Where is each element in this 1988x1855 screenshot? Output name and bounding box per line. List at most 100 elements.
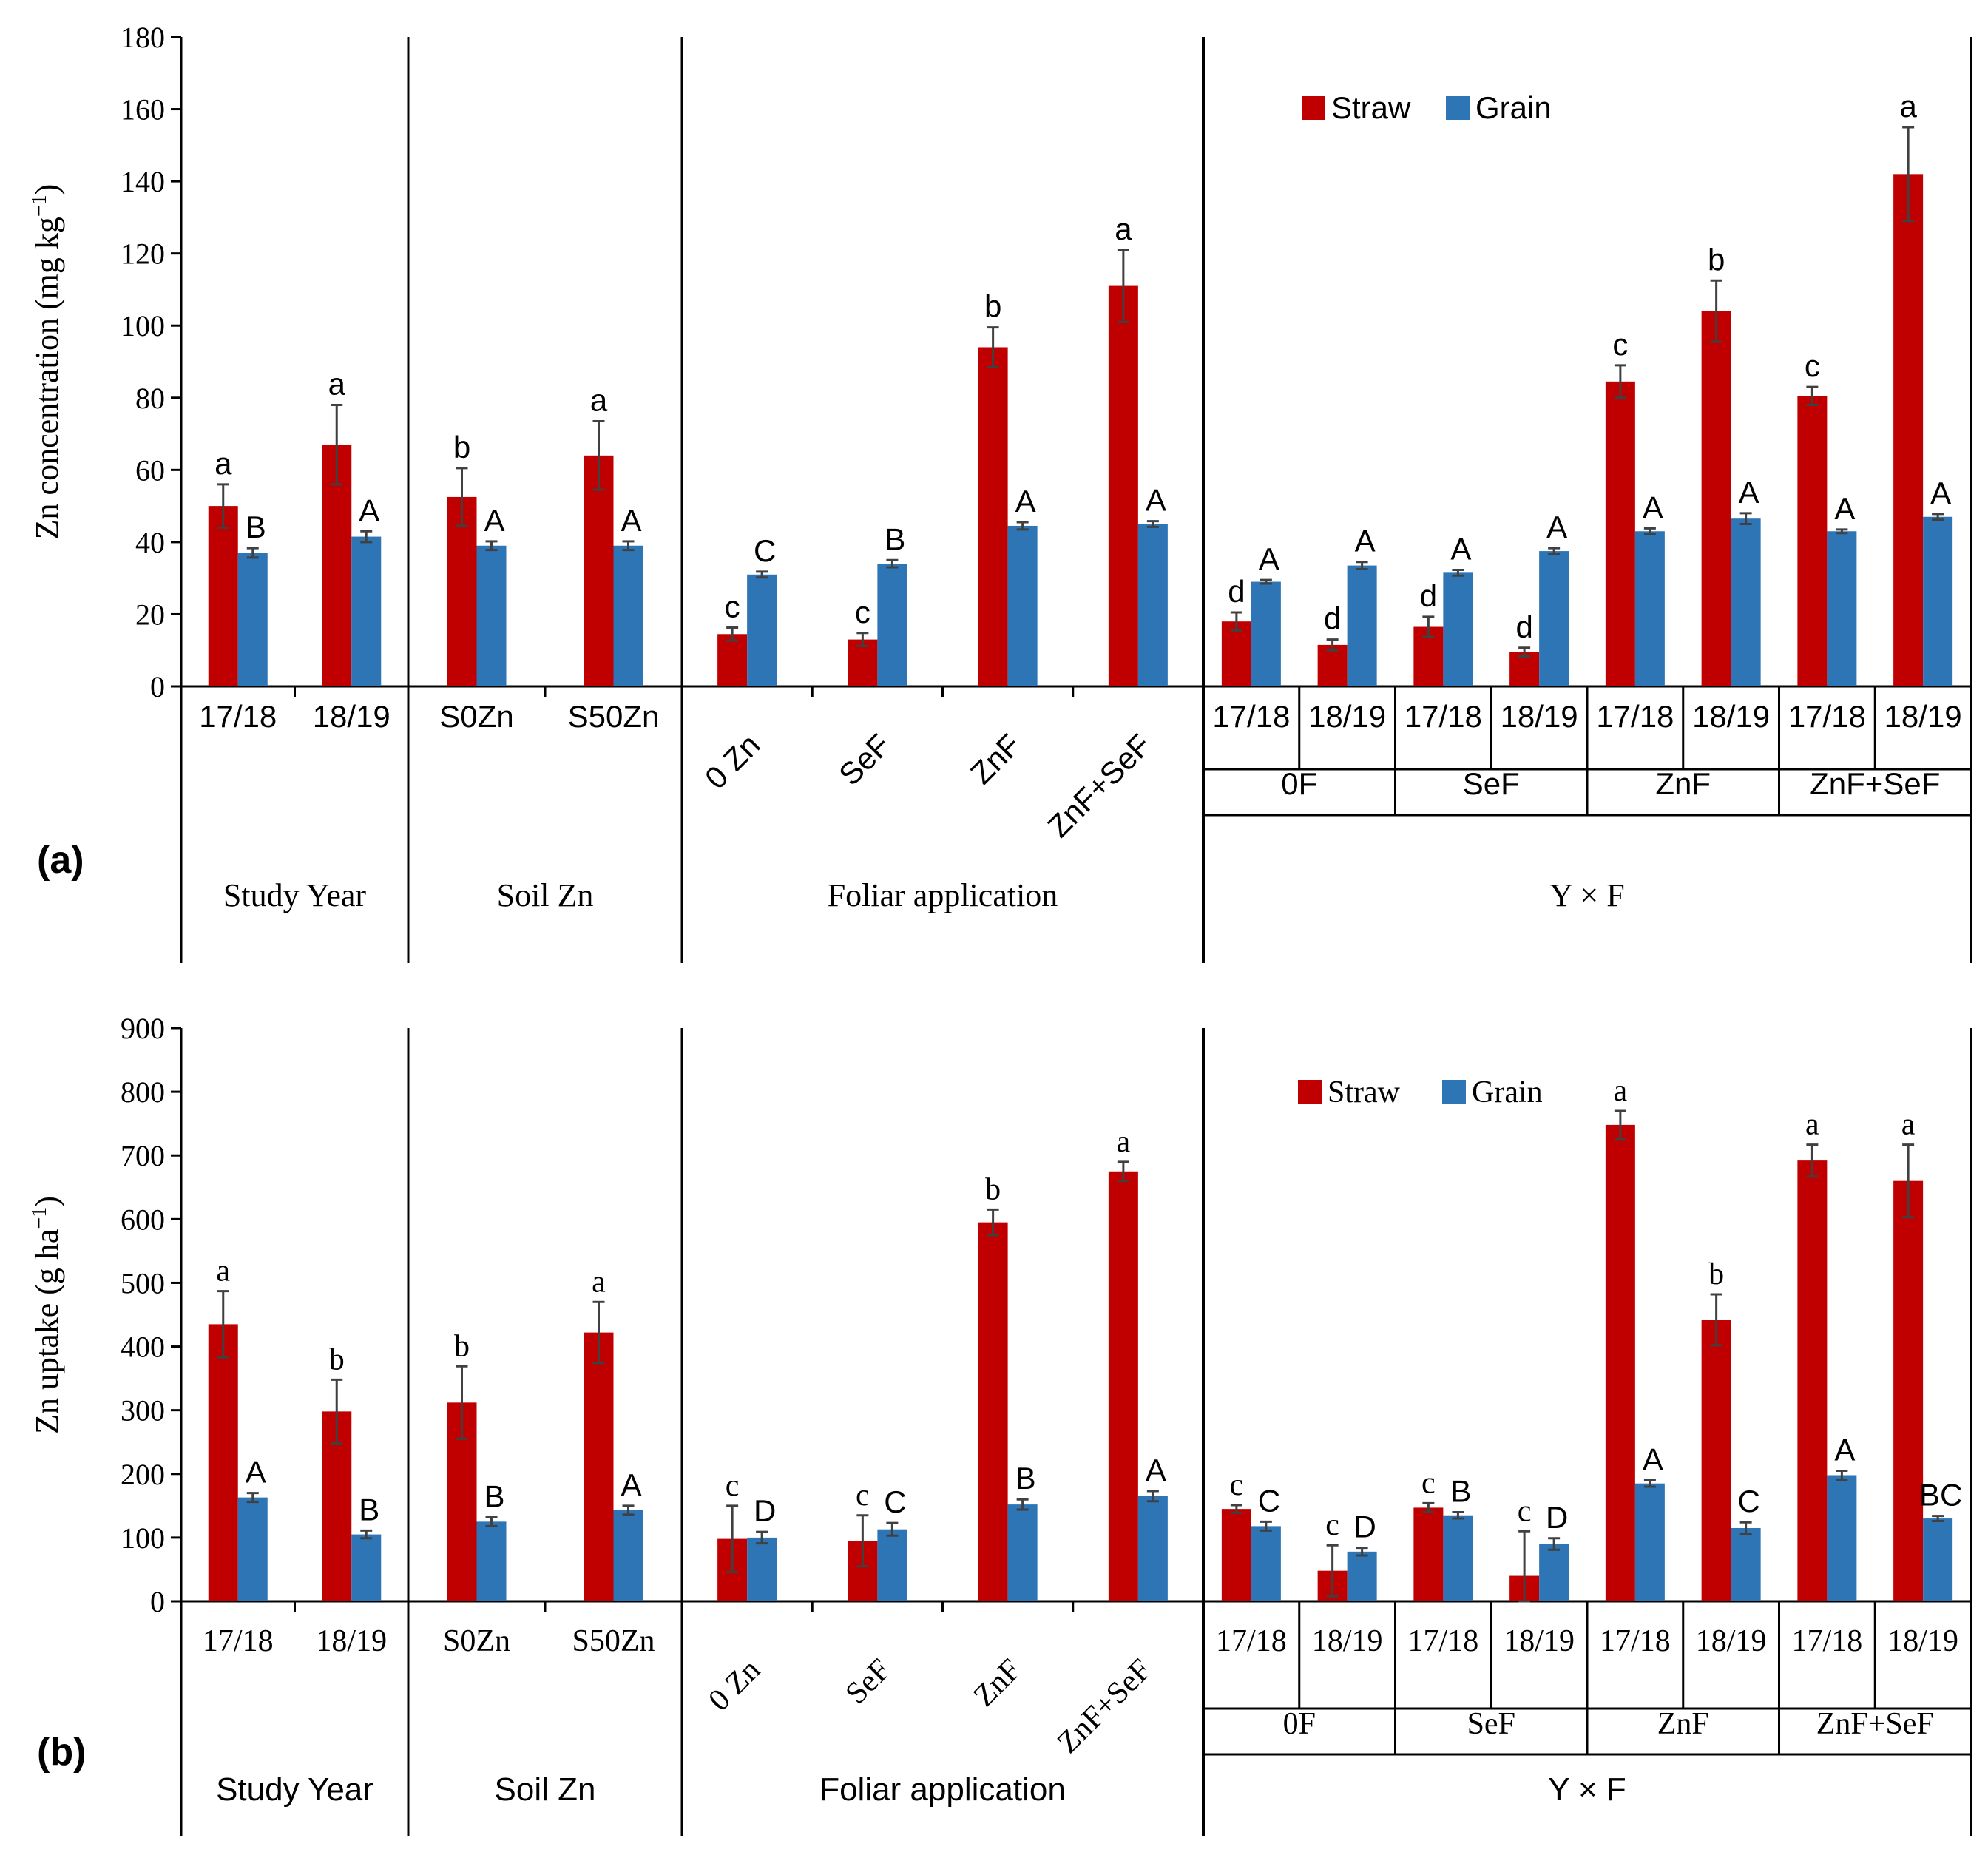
y-tick-label: 0 [150, 1585, 165, 1618]
bar-straw [1108, 1171, 1138, 1601]
category-label: 17/18 [1792, 1624, 1863, 1658]
letter-straw: c [855, 595, 870, 629]
category-label: S50Zn [572, 1624, 655, 1658]
y-tick-label: 140 [121, 165, 165, 198]
letter-grain: A [1834, 1432, 1855, 1467]
category-label: ZnF+SeF [1041, 727, 1157, 844]
panel-label: (a) [37, 839, 84, 882]
y-tick-label: 120 [121, 237, 165, 271]
y-tick-label: 900 [121, 1012, 165, 1045]
bar-grain [351, 1534, 382, 1601]
letter-grain: B [1015, 1461, 1036, 1496]
subgroup-label: SeF [1467, 1707, 1515, 1741]
letter-grain: A [1146, 1453, 1166, 1487]
letter-grain: C [884, 1484, 906, 1519]
bar-grain [1007, 1504, 1038, 1601]
section-label: Study Year [223, 877, 366, 913]
legend-swatch-grain [1446, 96, 1470, 120]
panel-b: 0 100 200 300 400 500 600 700 800 900 Zn uptake (g… [28, 1012, 1972, 1836]
letter-grain: A [1930, 476, 1951, 510]
y-axis-label-end: ) [29, 184, 65, 195]
letter-straw: a [590, 382, 608, 417]
letter-straw: a [1117, 1125, 1131, 1159]
bar-straw [717, 634, 748, 686]
category-label: S0Zn [443, 1624, 510, 1658]
letter-grain: A [621, 1467, 641, 1502]
bar-straw [1701, 1320, 1731, 1601]
letter-straw: b [329, 1342, 345, 1376]
letter-straw: a [216, 1254, 230, 1288]
bar-grain [1443, 1515, 1473, 1601]
panel-a: 0 20 40 60 80 100 120 140 160 180 Zn concentration… [28, 21, 1972, 963]
y-tick-label: 160 [121, 93, 165, 126]
letter-grain: A [621, 503, 641, 538]
bar-grain [1007, 525, 1038, 686]
category-label: 17/18 [203, 1624, 274, 1658]
legend-swatch-straw [1302, 96, 1325, 120]
bar-grain [613, 1510, 643, 1601]
letter-straw: c [1421, 1466, 1436, 1500]
bar-straw [584, 455, 614, 686]
letter-grain: D [1546, 1500, 1568, 1535]
category-label: 18/19 [1696, 1624, 1767, 1658]
subgroup-label: 0F [1281, 766, 1317, 801]
letter-straw: d [1515, 609, 1532, 644]
y-tick-label: 20 [135, 598, 165, 631]
bar-grain [1347, 565, 1377, 686]
y-axis-label: Zn concentration (mg kg−1) [28, 184, 65, 540]
bar-straw [1605, 1124, 1635, 1601]
section-label: Foliar application [819, 1771, 1066, 1808]
section-label: Soil Zn [495, 1771, 596, 1808]
bar-grain [1634, 1483, 1665, 1601]
letter-grain: A [1643, 1442, 1663, 1476]
bar-grain [1347, 1551, 1377, 1601]
letter-straw: b [1708, 1257, 1724, 1291]
bar-straw [978, 1222, 1008, 1601]
category-label: S50Zn [568, 699, 660, 734]
category-label: ZnF+SeF [1051, 1653, 1158, 1760]
y-tick-label: 40 [135, 526, 165, 559]
letter-grain: D [754, 1493, 776, 1528]
bar-grain [747, 1537, 777, 1601]
letter-grain: A [1146, 483, 1166, 518]
letter-grain: A [1355, 524, 1376, 558]
category-label: 17/18 [1212, 699, 1290, 734]
subgroup-label: ZnF+SeF [1816, 1707, 1934, 1741]
letter-grain: A [484, 503, 504, 538]
category-label: 18/19 [1308, 699, 1386, 734]
subgroup-label: SeF [1463, 766, 1520, 801]
letter-grain: B [484, 1479, 504, 1513]
letter-straw: b [985, 1172, 1001, 1206]
y-tick-label: 180 [121, 21, 165, 54]
bar-straw [447, 496, 477, 686]
bar-grain [1137, 524, 1168, 686]
bar-straw [978, 347, 1008, 686]
bar-straw [208, 1324, 238, 1601]
y-axis-label-text: Zn uptake (g ha [29, 1229, 65, 1434]
y-tick-label: 800 [121, 1075, 165, 1109]
letter-straw: a [214, 446, 232, 481]
category-label: 18/19 [1692, 699, 1770, 734]
bar-grain [1137, 1496, 1168, 1601]
letter-straw: d [1420, 578, 1437, 613]
y-axis-label-sup: −1 [28, 1207, 51, 1229]
bar-grain [877, 1529, 907, 1601]
letter-grain: C [1737, 1484, 1759, 1518]
category-label: 17/18 [1404, 699, 1482, 734]
category-label: ZnF [967, 1653, 1028, 1714]
bar-straw [1413, 1507, 1444, 1601]
category-label: 17/18 [1408, 1624, 1479, 1658]
letter-grain: A [1015, 484, 1036, 518]
letter-grain: B [885, 521, 905, 556]
letter-straw: a [328, 367, 346, 402]
bar-straw [1509, 652, 1540, 686]
section-label: Study Year [216, 1771, 373, 1808]
category-label: 18/19 [1504, 1624, 1575, 1658]
letter-straw: c [1230, 1468, 1244, 1502]
letter-straw: c [1805, 348, 1820, 383]
letter-grain: A [246, 1455, 266, 1490]
bar-straw [1893, 174, 1924, 686]
y-axis-label-sup: −1 [28, 195, 51, 217]
y-tick-label: 0 [150, 670, 165, 703]
letter-straw: c [1612, 327, 1628, 362]
